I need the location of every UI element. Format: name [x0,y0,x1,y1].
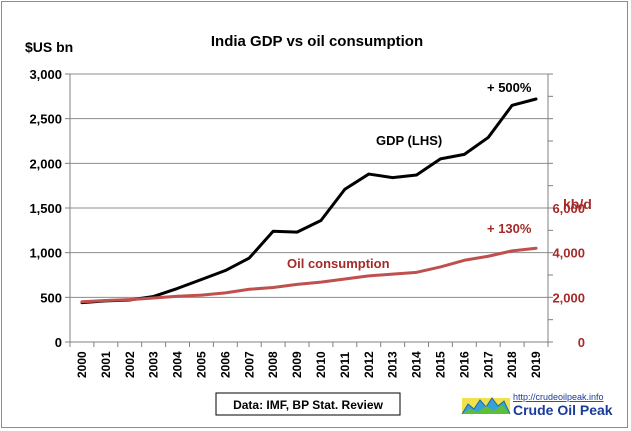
x-tick-label: 2015 [433,351,447,378]
x-tick-label: 2003 [147,351,161,378]
data-point-gdp [415,173,418,177]
left-tick-label: 3,000 [29,67,62,82]
data-point-oil [439,265,442,269]
series-line-oil [80,246,538,304]
data-point-gdp [487,136,490,139]
x-tick-label: 2019 [529,351,543,378]
x-tick-label: 2002 [123,351,137,378]
data-point-oil [248,288,251,291]
data-point-oil [343,277,347,281]
left-tick-label: 2,500 [29,112,62,127]
left-tick-label: 0 [55,335,62,350]
x-tick-labels: 2000 2001 2002 2003 2004 2005 2006 2007 2008 2009… [75,351,543,378]
left-axis-label: $US bn [25,39,73,55]
chart-title: India GDP vs oil consumption [211,33,423,50]
series-label-gdp: GDP (LHS) [376,133,442,148]
data-point-oil [463,259,466,262]
x-tick-label: 2018 [505,351,519,378]
right-tick-label: 0 [578,335,585,350]
source-text: Data: IMF, BP Stat. Review [233,398,383,412]
data-point-oil [80,300,84,303]
x-tick-label: 2004 [171,351,185,378]
left-tick-label: 1,000 [29,246,62,261]
data-point-gdp [510,104,514,107]
data-point-oil [510,249,514,253]
left-tick-label: 2,000 [29,156,62,171]
data-point-oil [415,271,418,274]
left-tick-label: 1,500 [29,201,62,216]
x-tick-label: 2014 [410,351,424,378]
source-box [215,392,401,416]
right-tick-label: 2,000 [552,290,585,305]
x-tick-label: 2001 [99,351,113,378]
series-line-gdp [80,97,538,305]
data-point-gdp [271,230,275,233]
data-point-gdp [295,230,299,234]
logo-name: Crude Oil Peak [513,402,613,418]
x-tick-label: 2007 [242,351,256,378]
x-tick-label: 2013 [386,351,400,378]
x-tick-label: 2009 [290,351,304,378]
data-point-gdp [200,278,203,281]
series-label-oil: Oil consumption [287,256,390,271]
data-point-oil [367,274,370,278]
data-point-gdp [463,153,466,156]
data-point-gdp [224,269,227,272]
left-tick-label: 500 [40,290,62,305]
data-point-gdp [248,256,251,260]
data-point-oil [128,298,131,301]
x-tick-label: 2010 [314,351,328,378]
x-tick-label: 2008 [266,351,280,378]
data-point-gdp [367,172,370,176]
x-tick-label: 2017 [481,351,495,378]
data-point-oil [104,299,108,302]
data-point-oil [152,296,155,300]
logo-url: http://crudeoilpeak.info [513,392,604,402]
x-tick-label: 2006 [218,351,232,378]
data-point-oil [487,255,490,258]
data-point-gdp [391,176,394,179]
data-point-oil [200,293,203,297]
data-point-gdp [319,219,323,222]
crude-oil-peak-logo: http://crudeoilpeak.info Crude Oil Peak [461,392,613,418]
x-tick-label: 2016 [457,351,471,378]
right-tick-labels: 0 2,000 4,000 6,000 [552,201,585,350]
data-point-oil [319,280,323,284]
data-point-gdp [439,157,442,161]
data-point-gdp [534,97,538,101]
x-tick-label: 2011 [338,352,352,378]
series-lines [80,97,538,305]
data-point-oil [391,272,394,276]
data-point-gdp [176,287,179,290]
x-tick-label: 2005 [194,351,208,378]
right-tick-label: 4,000 [552,246,585,261]
right-axis-label: kb/d [563,196,592,212]
x-tick-label: 2000 [75,351,89,378]
data-point-oil [224,291,227,295]
data-point-oil [176,295,179,298]
left-tick-labels: 0 500 1,000 1,500 2,000 2,500 3,000 [29,67,62,350]
data-point-oil [534,247,538,250]
annotation-oil-growth: + 130% [487,221,532,236]
data-point-oil [295,283,299,286]
axis-ticks [65,73,553,347]
gridlines [70,73,548,298]
data-point-gdp [343,188,347,191]
x-tick-label: 2012 [362,351,376,378]
annotation-gdp-growth: + 500% [487,80,532,95]
right-tick-label: 6,000 [552,201,585,216]
data-point-oil [271,286,275,289]
